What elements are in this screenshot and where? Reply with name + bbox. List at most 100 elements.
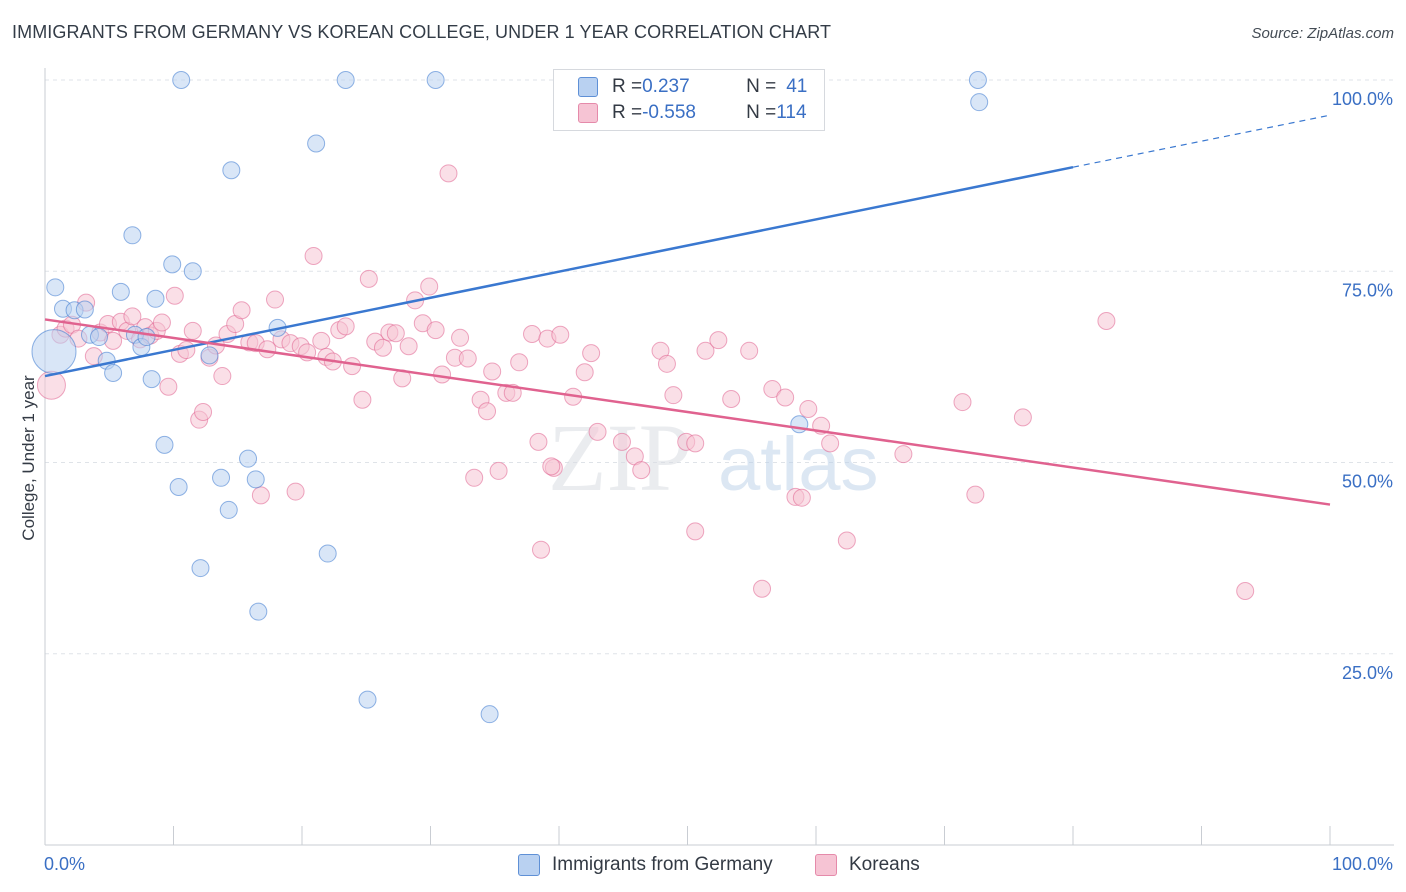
point-germany — [142, 370, 161, 389]
point-germany — [89, 328, 108, 347]
point-koreans — [165, 286, 184, 305]
x-tick-label-min: 0.0% — [44, 854, 85, 874]
point-koreans — [386, 324, 405, 343]
point-koreans — [542, 457, 561, 476]
point-koreans — [776, 388, 795, 407]
legend-swatch-pink-icon — [815, 854, 837, 876]
point-koreans — [426, 321, 445, 340]
point-germany — [426, 71, 445, 89]
point-koreans — [152, 313, 171, 332]
y-axis-title: College, Under 1 year — [19, 375, 38, 541]
point-koreans — [183, 321, 202, 340]
labels-layer: 100.0% 75.0% 50.0% 25.0% 0.0% 100.0% College, … — [19, 89, 1393, 874]
point-koreans — [232, 301, 251, 320]
point-germany — [104, 363, 123, 382]
legend-r-value: -0.558 — [642, 102, 696, 123]
point-germany — [163, 255, 182, 274]
point-koreans — [510, 353, 529, 372]
point-germany — [183, 262, 202, 281]
grid-layer — [45, 79, 1394, 655]
point-koreans — [696, 341, 715, 360]
x-tick-label-max: 100.0% — [1332, 854, 1393, 874]
point-germany — [123, 226, 142, 245]
point-koreans — [343, 357, 362, 376]
point-koreans — [792, 488, 811, 507]
point-koreans — [1013, 408, 1032, 427]
point-koreans — [686, 522, 705, 541]
point-koreans — [359, 269, 378, 288]
point-koreans — [465, 468, 484, 487]
point-koreans — [353, 390, 372, 409]
point-koreans — [194, 403, 213, 422]
point-koreans — [478, 402, 497, 421]
point-germany — [307, 134, 326, 153]
point-koreans — [821, 434, 840, 453]
point-germany — [480, 705, 499, 724]
point-germany — [146, 289, 165, 308]
point-germany — [246, 470, 265, 489]
series-legend-germany-label: Immigrants from Germany — [552, 854, 773, 875]
point-koreans — [312, 331, 331, 350]
point-koreans — [953, 393, 972, 412]
point-koreans — [966, 485, 985, 504]
chart-title: IMMIGRANTS FROM GERMANY VS KOREAN COLLEG… — [12, 22, 832, 42]
point-koreans — [532, 540, 551, 559]
point-koreans — [483, 362, 502, 381]
point-koreans — [258, 340, 277, 359]
point-germany — [336, 71, 355, 89]
point-koreans — [632, 461, 651, 480]
y-tick-label: 100.0% — [1332, 89, 1393, 109]
point-koreans — [336, 317, 355, 336]
point-koreans — [551, 325, 570, 344]
point-germany — [970, 93, 989, 112]
point-koreans — [575, 363, 594, 382]
series-legend-koreans: Koreans — [815, 852, 920, 878]
point-germany — [31, 329, 77, 375]
point-germany — [169, 477, 188, 496]
legend-n-value: 114 — [776, 102, 807, 123]
trend-germany-dashed — [1072, 114, 1331, 168]
point-koreans — [529, 432, 548, 451]
point-germany — [172, 71, 191, 89]
series-legend-koreans-label: Koreans — [849, 854, 920, 875]
point-koreans — [159, 377, 178, 396]
legend-swatch-pink-icon — [578, 103, 598, 123]
point-koreans — [612, 432, 631, 451]
point-koreans — [266, 290, 285, 309]
point-koreans — [686, 434, 705, 453]
legend-n-label: N = — [746, 102, 777, 123]
point-germany — [212, 468, 231, 487]
axis-layer — [44, 68, 1394, 846]
points-layer — [31, 71, 1255, 724]
legend-swatch-blue-icon — [578, 77, 598, 97]
point-koreans — [177, 341, 196, 360]
legend-r-value: 0.237 — [642, 76, 690, 97]
y-tick-label: 50.0% — [1342, 472, 1393, 492]
point-koreans — [523, 324, 542, 343]
point-koreans — [1097, 311, 1116, 330]
point-koreans — [763, 380, 782, 399]
legend-n-value: 41 — [786, 76, 808, 97]
point-koreans — [451, 328, 470, 347]
point-koreans — [286, 482, 305, 501]
point-koreans — [123, 307, 142, 326]
point-germany — [968, 71, 987, 89]
point-germany — [358, 690, 377, 709]
point-germany — [137, 328, 156, 347]
correlation-legend: R = 0.237 N = 41 R = -0.558 N = 114 — [553, 69, 825, 131]
legend-swatch-blue-icon — [518, 854, 540, 876]
point-germany — [191, 559, 210, 578]
point-koreans — [709, 331, 728, 350]
point-koreans — [582, 344, 601, 363]
trend-koreans — [44, 318, 1331, 506]
legend-row-germany: R = 0.237 N = 41 — [578, 75, 807, 99]
trend-layer — [44, 114, 1331, 506]
point-koreans — [799, 399, 818, 418]
trend-germany-solid — [44, 165, 1074, 378]
watermark-zip: ZIP — [548, 404, 692, 511]
point-koreans — [588, 422, 607, 441]
y-tick-label: 25.0% — [1342, 663, 1393, 683]
point-koreans — [1236, 582, 1255, 601]
point-koreans — [722, 390, 741, 409]
